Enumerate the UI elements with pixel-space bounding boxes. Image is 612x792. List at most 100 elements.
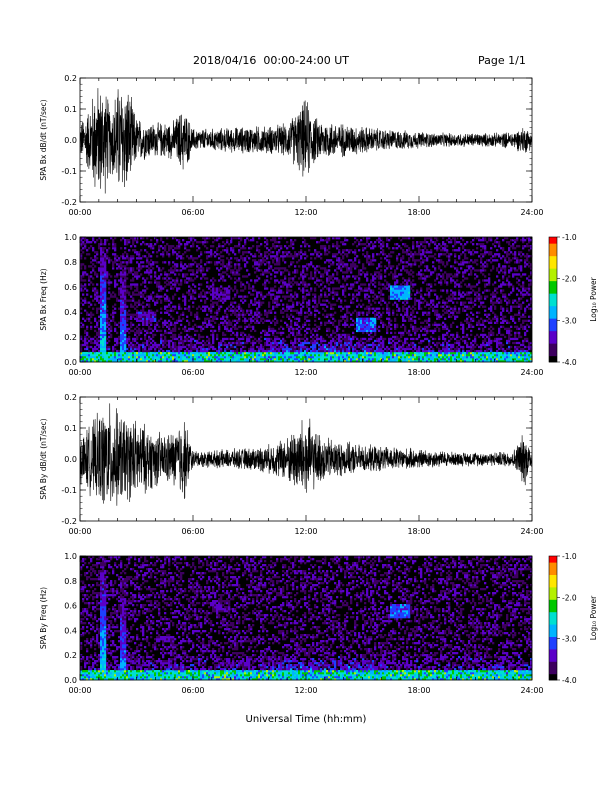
spectrogram-cell	[124, 347, 127, 351]
spectrogram-cell	[334, 359, 337, 363]
spectrogram-cell	[338, 335, 341, 339]
spectrogram-cell	[208, 345, 211, 349]
spectrogram-cell	[102, 251, 105, 254]
spectrogram-cell	[402, 323, 405, 327]
spectrogram-cell	[358, 323, 361, 327]
spectrogram-cell	[398, 295, 401, 298]
spectrogram-cell	[224, 311, 227, 314]
spectrogram-cell	[164, 321, 167, 324]
spectrogram-cell	[262, 359, 265, 363]
spectrogram-cell	[386, 309, 389, 312]
spectrogram-cell	[202, 351, 205, 355]
spectrogram-cell	[114, 357, 117, 361]
spectrogram-cell	[226, 257, 229, 260]
spectrogram-cell	[282, 271, 285, 274]
spectrogram-cell	[326, 295, 329, 298]
spectrogram-cell	[338, 305, 341, 308]
spectrogram-cell	[362, 343, 365, 347]
spectrogram-cell	[334, 357, 337, 361]
spectrogram-cell	[164, 359, 167, 363]
spectrogram-cell	[162, 357, 165, 361]
spectrogram-cell	[234, 349, 237, 353]
spectrogram-cell	[218, 237, 221, 240]
spectrogram-cell	[168, 297, 171, 300]
spectrogram-cell	[138, 255, 141, 258]
spectrogram-cell	[158, 353, 161, 357]
spectrogram-cell	[226, 359, 229, 363]
spectrogram-cell	[104, 333, 107, 337]
spectrogram-cell	[378, 295, 381, 298]
spectrogram-cell	[340, 253, 343, 256]
spectrogram-cell	[172, 345, 175, 349]
spectrogram-cell	[286, 255, 289, 258]
spectrogram-cell	[178, 351, 181, 355]
spectrogram-cell	[142, 241, 145, 244]
spectrogram-cell	[96, 341, 99, 345]
spectrogram-cell	[80, 249, 83, 252]
spectrogram-cell	[166, 339, 169, 343]
spectrogram-cell	[130, 357, 133, 361]
spectrogram-cell	[398, 355, 401, 359]
spectrogram-cell	[336, 353, 339, 357]
spectrogram-cell	[146, 257, 149, 260]
spectrogram-cell	[122, 303, 125, 306]
spectrogram-cell	[332, 331, 335, 335]
spectrogram-cell	[216, 333, 219, 337]
spectrogram-cell	[88, 247, 91, 250]
spectrogram-cell	[320, 349, 323, 353]
spectrogram-cell	[184, 247, 187, 250]
spectrogram-cell	[182, 275, 185, 278]
spectrogram-cell	[364, 327, 367, 331]
spectrogram-cell	[266, 261, 269, 264]
spectrogram-cell	[360, 353, 363, 357]
spectrogram-cell	[204, 305, 207, 308]
spectrogram-cell	[270, 273, 273, 276]
spectrogram-cell	[364, 289, 367, 292]
spectrogram-cell	[228, 285, 231, 288]
spectrogram-cell	[286, 287, 289, 290]
spectrogram-cell	[368, 357, 371, 361]
spectrogram-cell	[122, 323, 125, 327]
spectrogram-cell	[162, 277, 165, 280]
spectrogram-cell	[380, 335, 383, 339]
spectrogram-cell	[178, 359, 181, 363]
spectrogram-cell	[300, 349, 303, 353]
spectrogram-cell	[402, 359, 405, 363]
spectrogram-cell	[154, 315, 157, 318]
spectrogram-cell	[114, 261, 117, 264]
spectrogram-cell	[282, 347, 285, 351]
spectrogram-cell	[192, 263, 195, 266]
spectrogram-cell	[378, 265, 381, 268]
spectrogram-cell	[350, 313, 353, 316]
spectrogram-cell	[136, 359, 139, 363]
spectrogram-cell	[340, 305, 343, 308]
spectrogram-cell	[400, 283, 403, 286]
spectrogram-cell	[370, 281, 373, 284]
spectrogram-cell	[102, 351, 105, 355]
spectrogram-cell	[396, 267, 399, 270]
spectrogram-cell	[224, 321, 227, 324]
spectrogram-cell	[244, 295, 247, 298]
spectrogram-cell	[168, 327, 171, 331]
spectrogram-cell	[300, 303, 303, 306]
spectrogram-cell	[342, 251, 345, 254]
spectrogram-cell	[204, 309, 207, 312]
spectrogram-cell	[180, 281, 183, 284]
spectrogram-cell	[304, 265, 307, 268]
spectrogram-cell	[346, 355, 349, 359]
spectrogram-cell	[338, 257, 341, 260]
spectrogram-cell	[206, 351, 209, 355]
spectrogram-cell	[218, 323, 221, 327]
spectrogram-cell	[140, 265, 143, 268]
spectrogram-cell	[298, 277, 301, 280]
spectrogram-cell	[194, 285, 197, 288]
spectrogram-cell	[368, 333, 371, 337]
spectrogram-cell	[400, 295, 403, 298]
spectrogram-cell	[270, 321, 273, 324]
spectrogram-cell	[216, 293, 219, 296]
spectrogram-cell	[266, 337, 269, 341]
spectrogram-cell	[276, 357, 279, 361]
spectrogram-cell	[328, 301, 331, 304]
spectrogram-cell	[226, 273, 229, 276]
spectrogram-cell	[104, 331, 107, 335]
